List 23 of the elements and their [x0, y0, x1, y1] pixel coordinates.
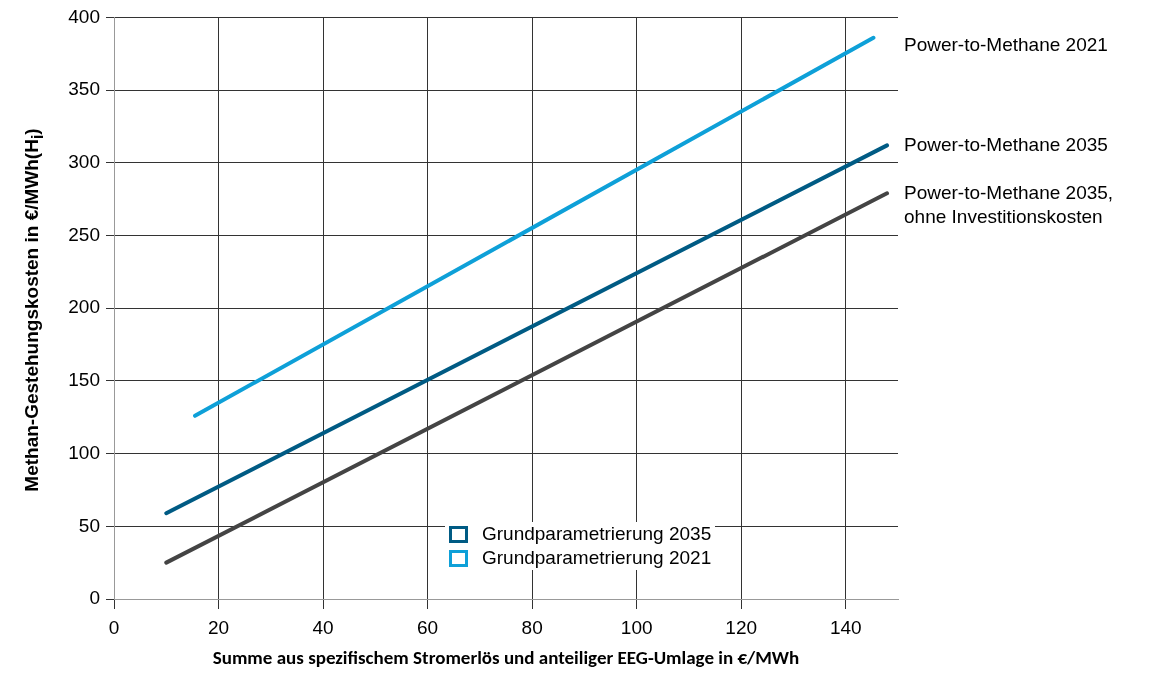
- series-label: Power-to-Methane 2035, ohne Investitionskosten: [904, 181, 1114, 227]
- x-axis-title: Summe aus spezifischem Stromerlös und anteiliger EEG-Umlage in €/MWh: [211, 646, 801, 669]
- x-tick-label: 120: [725, 616, 758, 638]
- x-tick-label: 100: [620, 616, 653, 638]
- series-label: Power-to-Methane 2035: [904, 133, 1108, 155]
- x-tick-label: 60: [417, 616, 439, 638]
- y-tick-label: 150: [68, 369, 100, 391]
- y-tick-label: 300: [68, 151, 100, 173]
- y-tick-label: 400: [68, 5, 100, 27]
- legend-label: Grundparametrierung 2021: [482, 546, 712, 570]
- y-tick-label: 100: [68, 441, 100, 463]
- y-tick-label: 350: [68, 78, 100, 100]
- y-tick-label: 0: [89, 587, 100, 609]
- x-tick-label: 40: [312, 616, 334, 638]
- x-tick-label: 20: [207, 616, 230, 638]
- x-tick-label: 80: [521, 616, 543, 638]
- y-tick-label: 50: [78, 514, 100, 536]
- y-tick-label: 200: [68, 296, 100, 318]
- series-label: Power-to-Methane 2021: [904, 33, 1108, 55]
- y-tick-label: 250: [68, 223, 100, 245]
- x-tick-label: 0: [108, 616, 120, 638]
- x-tick-label: 140: [829, 616, 862, 638]
- legend-label: Grundparametrierung 2035: [482, 522, 712, 546]
